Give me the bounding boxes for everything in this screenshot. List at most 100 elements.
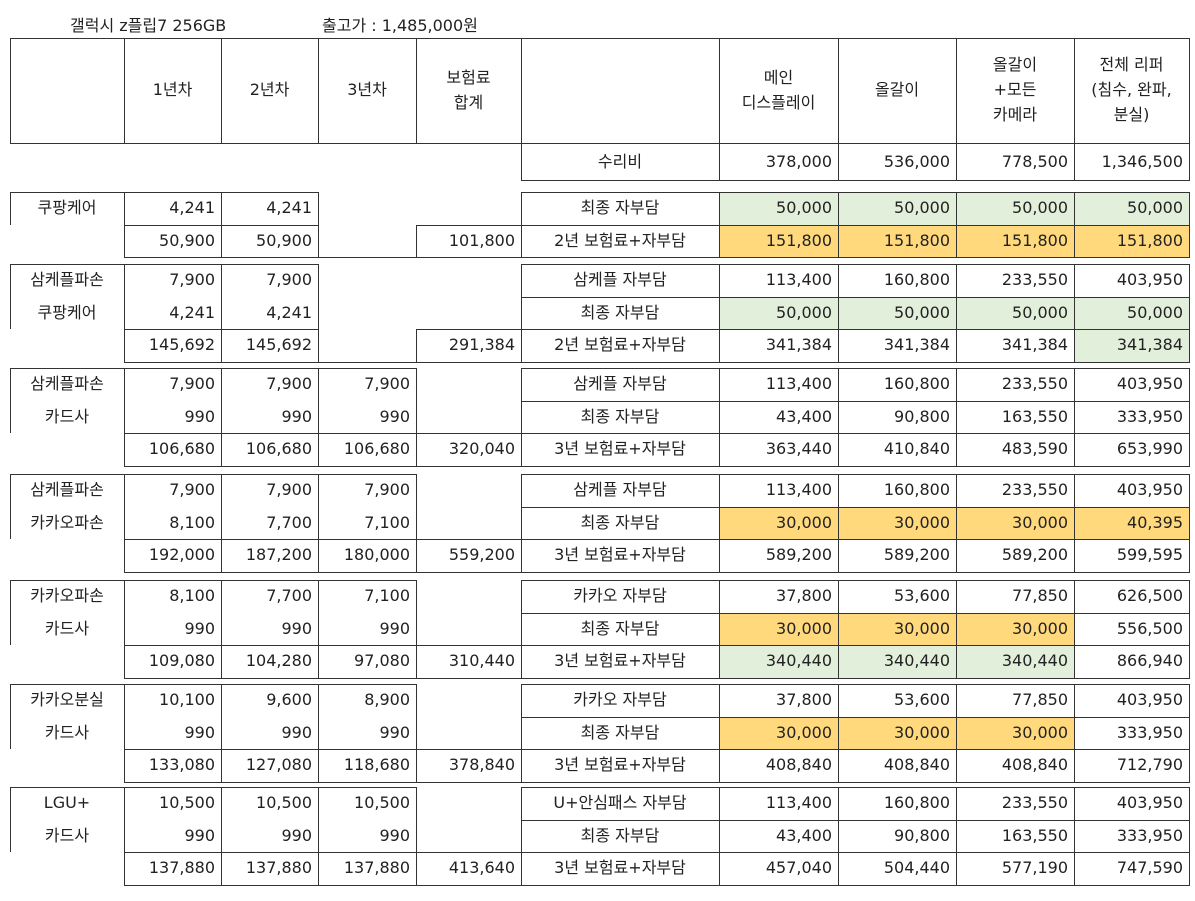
grid-line xyxy=(416,38,417,143)
year-premium: 187,200 xyxy=(245,545,312,565)
grid-line xyxy=(318,580,417,581)
cost-value: 113,400 xyxy=(765,793,832,813)
cost-value: 50,000 xyxy=(719,296,838,329)
grid-line xyxy=(1189,143,1190,180)
year-premium xyxy=(318,329,416,362)
cost-value: 340,440 xyxy=(719,645,838,678)
cost-label: 3년 보험료+자부담 xyxy=(554,858,686,878)
year-premium: 7,900 xyxy=(266,374,312,394)
grid-line xyxy=(318,368,417,369)
year-premium: 7,900 xyxy=(266,480,312,500)
year-premium: 137,880 xyxy=(343,858,410,878)
grid-line xyxy=(838,787,839,885)
cost-value: 410,840 xyxy=(883,439,950,459)
cost-value: 504,440 xyxy=(883,858,950,878)
plan-name: 카드사 xyxy=(44,722,90,742)
cost-value: 341,384 xyxy=(1074,329,1189,362)
grid-line xyxy=(318,580,319,678)
grid-line xyxy=(1189,264,1190,362)
plan-name: 카드사 xyxy=(44,825,90,845)
plan-name: 카카오분실 xyxy=(30,690,104,710)
grid-line xyxy=(521,819,1190,821)
cost-value: 30,000 xyxy=(719,506,838,539)
grid-line xyxy=(221,787,222,885)
grid-line xyxy=(416,329,522,330)
cost-label: 삼케플 자부담 xyxy=(573,270,667,290)
cost-value: 866,940 xyxy=(1116,651,1183,671)
cost-value: 233,550 xyxy=(1001,480,1068,500)
cost-value: 50,000 xyxy=(719,192,838,225)
cost-value: 341,384 xyxy=(765,335,832,355)
grid-line xyxy=(521,180,1190,181)
cost-value: 50,000 xyxy=(1074,192,1189,225)
grid-line xyxy=(956,38,957,143)
year-premium: 10,500 xyxy=(159,793,215,813)
grid-line xyxy=(1074,264,1075,362)
grid-line xyxy=(221,192,222,257)
grid-line xyxy=(521,716,1190,718)
premium-total: 101,800 xyxy=(448,230,515,250)
cost-value: 50,000 xyxy=(956,296,1074,329)
cost-value: 90,800 xyxy=(894,406,950,426)
cost-value: 113,400 xyxy=(765,480,832,500)
title-bar: 갤럭시 z플립7 256GB 출고가 : 1,485,000원 xyxy=(0,0,1195,38)
grid-line xyxy=(221,580,222,678)
grid-line xyxy=(10,787,319,788)
grid-line xyxy=(318,852,417,853)
grid-line xyxy=(521,474,522,572)
grid-line xyxy=(10,787,11,852)
cost-value: 151,800 xyxy=(1074,224,1189,257)
grid-line xyxy=(521,684,522,782)
grid-line xyxy=(838,192,839,257)
cost-label: 최종 자부담 xyxy=(580,512,660,532)
cost-label: 카카오 자부담 xyxy=(573,690,667,710)
grid-line xyxy=(838,684,839,782)
year-premium: 180,000 xyxy=(343,545,410,565)
plan-name xyxy=(10,433,124,466)
cost-value: 599,595 xyxy=(1116,545,1183,565)
plan-name: 쿠팡케어 xyxy=(37,198,97,218)
year-premium: 145,692 xyxy=(245,335,312,355)
year-premium: 106,680 xyxy=(343,439,410,459)
grid-line xyxy=(1074,474,1075,572)
premium-total: 310,440 xyxy=(448,651,515,671)
cost-value: 30,000 xyxy=(838,612,956,645)
year-premium: 990 xyxy=(184,825,215,845)
grid-line xyxy=(719,264,720,362)
cost-value: 403,950 xyxy=(1116,793,1183,813)
year-premium: 8,900 xyxy=(364,690,410,710)
grid-line xyxy=(124,884,1190,886)
header-main-display: 메인 디스플레이 xyxy=(741,67,816,112)
grid-line xyxy=(10,192,319,193)
cost-value: 30,000 xyxy=(838,716,956,749)
cost-value: 483,590 xyxy=(1001,439,1068,459)
year-premium: 990 xyxy=(281,406,312,426)
year-premium: 50,900 xyxy=(159,230,215,250)
year-premium: 4,241 xyxy=(169,302,215,322)
year-premium: 990 xyxy=(379,618,410,638)
cost-label: 2년 보험료+자부담 xyxy=(554,335,686,355)
grid-line xyxy=(956,143,957,180)
year-premium: 118,680 xyxy=(343,755,410,775)
premium-total xyxy=(416,820,521,853)
grid-line xyxy=(521,506,1190,508)
grid-line xyxy=(1074,684,1075,782)
premium-total xyxy=(416,401,521,434)
grid-line xyxy=(956,368,957,466)
grid-line xyxy=(521,684,1190,685)
grid-line xyxy=(838,580,839,678)
repair-cost-value: 378,000 xyxy=(765,151,832,171)
year-premium: 97,080 xyxy=(354,651,410,671)
cost-value: 43,400 xyxy=(776,825,832,845)
grid-line xyxy=(1074,143,1075,180)
grid-line xyxy=(521,38,522,143)
year-premium: 990 xyxy=(281,825,312,845)
cost-value: 340,440 xyxy=(956,645,1074,678)
grid-line xyxy=(221,264,222,362)
cost-label: 최종 자부담 xyxy=(580,302,660,322)
cost-value: 403,950 xyxy=(1116,690,1183,710)
cost-value: 30,000 xyxy=(956,506,1074,539)
cost-value: 160,800 xyxy=(883,270,950,290)
grid-line xyxy=(10,264,319,265)
